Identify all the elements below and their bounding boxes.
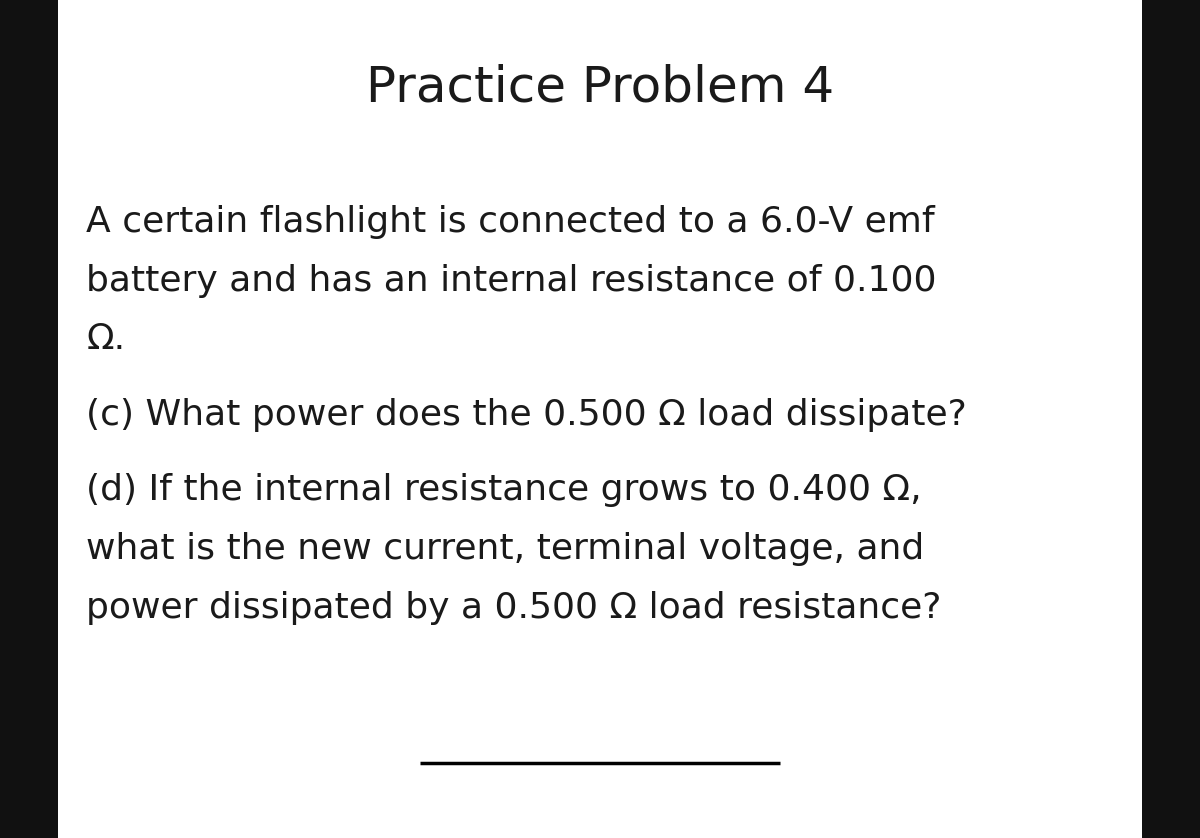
Bar xyxy=(0,0,58,838)
Text: (c) What power does the 0.500 Ω load dissipate?: (c) What power does the 0.500 Ω load dis… xyxy=(86,398,967,432)
Text: power dissipated by a 0.500 Ω load resistance?: power dissipated by a 0.500 Ω load resis… xyxy=(86,591,942,624)
Text: what is the new current, terminal voltage, and: what is the new current, terminal voltag… xyxy=(86,532,925,566)
Text: battery and has an internal resistance of 0.100: battery and has an internal resistance o… xyxy=(86,264,937,297)
Text: Practice Problem 4: Practice Problem 4 xyxy=(366,64,834,112)
Bar xyxy=(1142,0,1200,838)
Text: Ω.: Ω. xyxy=(86,323,126,356)
Text: (d) If the internal resistance grows to 0.400 Ω,: (d) If the internal resistance grows to … xyxy=(86,473,922,507)
Text: A certain flashlight is connected to a 6.0-V emf: A certain flashlight is connected to a 6… xyxy=(86,205,935,239)
